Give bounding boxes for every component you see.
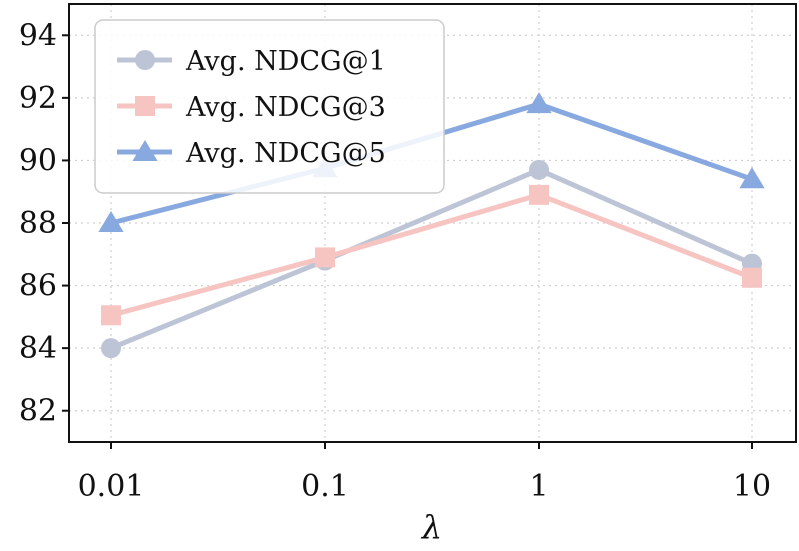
legend-label: Avg. NDCG@5 (185, 138, 386, 169)
y-tick-label: 92 (19, 81, 57, 116)
y-tick-label: 90 (19, 143, 57, 178)
data-point (101, 305, 121, 326)
legend-marker (132, 140, 158, 161)
x-tick-label: 10 (733, 469, 771, 504)
series-line (108, 167, 755, 351)
legend-box (94, 19, 445, 194)
x-tick-label: 1 (529, 469, 548, 504)
series-2 (101, 184, 762, 326)
legend-entry: Avg. NDCG@1 (117, 46, 386, 77)
y-tick-label: 84 (19, 331, 57, 366)
data-point (101, 338, 121, 359)
legend-entry: Avg. NDCG@5 (117, 138, 386, 169)
y-tick-label: 94 (19, 18, 57, 53)
legend-label: Avg. NDCG@1 (185, 46, 386, 77)
legend-entry: Avg. NDCG@3 (117, 92, 386, 123)
x-axis-label: λ (420, 508, 442, 546)
data-point (529, 159, 549, 180)
data-point (739, 167, 765, 189)
data-point (315, 247, 335, 268)
series-layer (98, 92, 765, 359)
legend-label: Avg. NDCG@3 (185, 92, 386, 123)
y-tick-label: 88 (19, 206, 57, 241)
series-line (108, 192, 755, 318)
data-point (526, 92, 552, 114)
x-tick-label: 0.1 (301, 469, 349, 504)
legend-marker (135, 96, 155, 116)
x-tick-label: 0.01 (78, 469, 145, 504)
data-point (98, 211, 124, 232)
legend-marker (135, 50, 155, 70)
data-point (742, 267, 762, 288)
data-point (529, 184, 549, 205)
y-tick-label: 82 (19, 394, 57, 429)
y-tick-label: 86 (19, 269, 57, 304)
legend: Avg. NDCG@1 Avg. NDCG@3 Avg. NDCG@5 (94, 19, 445, 194)
ticks: 0.01 0.1 1 10 82 84 86 88 90 92 94 (19, 18, 771, 504)
